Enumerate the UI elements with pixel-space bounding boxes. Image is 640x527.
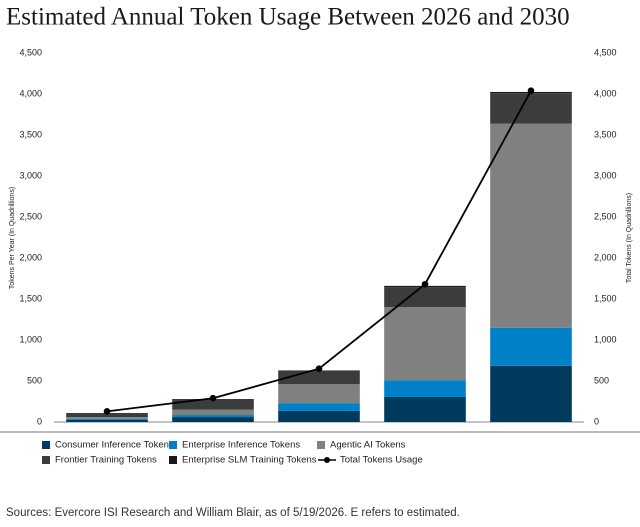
y-tick-label: 3,000 [19, 170, 42, 180]
bar-segment [172, 409, 254, 416]
legend-swatch [42, 441, 50, 449]
y2-tick-label: 4,500 [594, 47, 617, 57]
bar-segment [384, 307, 466, 381]
source: Sources: Evercore ISI Research and Willi… [6, 507, 460, 519]
legend-label: Enterprise Inference Tokens [182, 440, 300, 451]
legend-swatch [169, 456, 177, 464]
line-point [527, 87, 535, 95]
y2-tick-label: 2,000 [594, 252, 617, 262]
bar-segment [172, 415, 254, 418]
legend-label: Agentic AI Tokens [330, 440, 406, 451]
line-point [209, 394, 217, 402]
y-tick-label: 2,500 [19, 211, 42, 221]
bar-segment [278, 410, 360, 422]
legend-label: Consumer Inference Tokens [55, 440, 174, 451]
y2-tick-label: 0 [594, 416, 599, 426]
bar-segment [384, 380, 466, 397]
bar-segment [490, 327, 572, 366]
line-point [103, 408, 111, 415]
legend-swatch [169, 441, 177, 449]
chart-title: Estimated Annual Token Usage Between 202… [6, 4, 570, 31]
bar-segment [278, 384, 360, 404]
y2-tick-label: 500 [594, 375, 609, 385]
legend-swatch [317, 441, 325, 449]
line-point [315, 365, 323, 373]
bar-segment [490, 123, 572, 328]
legend-marker [324, 457, 330, 463]
y-tick-label: 0 [37, 416, 42, 426]
bar-segment [172, 399, 254, 410]
legend-label: Frontier Training Tokens [55, 455, 157, 466]
legend-label: Total Tokens Usage [340, 455, 423, 466]
y2-tick-label: 4,000 [594, 88, 617, 98]
bar-segment [66, 418, 148, 420]
legend-label: Enterprise SLM Training Tokens [182, 455, 317, 466]
y2-axis-label: Total Tokens (In Quadrillions) [626, 193, 633, 283]
y-axis-label: Tokens Per Year (In Quadrillions) [9, 187, 16, 289]
bar-segment [384, 287, 466, 308]
bar-segment [490, 93, 572, 124]
y-tick-label: 4,500 [19, 47, 42, 57]
bar-segment [278, 403, 360, 411]
line-point [421, 280, 429, 288]
y-tick-label: 4,000 [19, 88, 42, 98]
line [106, 90, 532, 413]
y2-tick-label: 3,000 [594, 170, 617, 180]
bar-segment [384, 396, 466, 422]
bar-segment [66, 419, 148, 422]
y-tick-label: 2,000 [19, 252, 42, 262]
y-tick-label: 500 [27, 375, 42, 385]
bar-segment [490, 365, 572, 422]
y2-tick-label: 1,000 [594, 334, 617, 344]
y2-tick-label: 3,500 [594, 129, 617, 139]
bar-segment [172, 417, 254, 422]
y-tick-label: 1,000 [19, 334, 42, 344]
y2-tick-label: 2,500 [594, 211, 617, 221]
bar-segment [66, 413, 148, 418]
legend-swatch [42, 456, 50, 464]
y-tick-label: 1,500 [19, 293, 42, 303]
bar-segment [66, 417, 148, 419]
y2-tick-label: 1,500 [594, 293, 617, 303]
y-tick-label: 3,500 [19, 129, 42, 139]
